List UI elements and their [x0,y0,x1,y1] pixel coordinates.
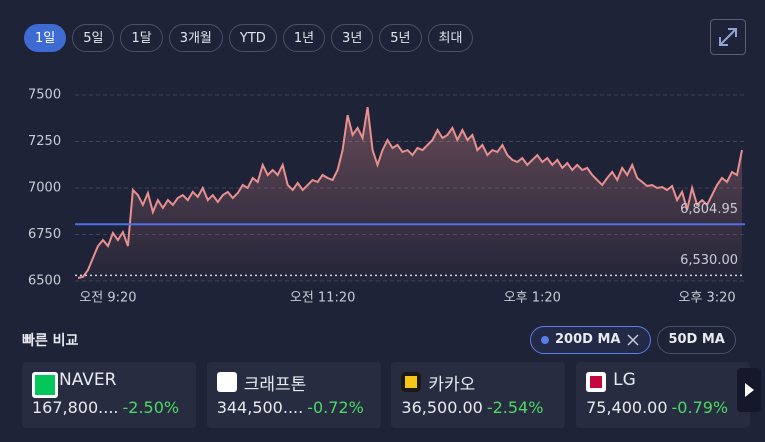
card-change: -2.50% [122,398,180,417]
card-line: 75,400.00 -0.79% [586,398,728,417]
toggle-dot [541,336,549,344]
card-line: 36,500.00 -2.54% [401,398,543,417]
range-button[interactable]: 1달 [120,24,163,52]
range-button[interactable]: 최대 [427,24,474,52]
y-tick-label: 7250 [28,134,61,149]
chart: 6500 6750 7000 7250 7500 오전 9:20 오전 11:20 오후 1:… [28,88,745,306]
toggle-label: 200D MA [555,332,621,347]
price-line [77,106,743,279]
range-button[interactable]: 5년 [379,24,422,52]
next-icon [745,383,754,397]
card-price: 36,500.00 [401,398,483,417]
y-tick-label: 6500 [28,274,61,289]
reference-label: 6,804.95 [680,202,738,217]
compare-card[interactable]: NAVER 167,800.... -2.50% [22,362,196,428]
reference-label: 6,530.00 [680,253,738,268]
card-name: NAVER [59,370,117,390]
range-button[interactable]: 1년 [282,24,326,52]
x-tick-label: 오전 11:20 [290,291,356,306]
card-price: 167,800.... [32,398,119,417]
remove-icon[interactable] [626,333,640,347]
card-logo [216,372,237,392]
y-tick-label: 6750 [28,227,61,242]
range-button[interactable]: 3년 [331,24,374,52]
x-tick-label: 오후 3:20 [678,291,735,306]
area [78,107,742,281]
next-button[interactable] [737,368,761,412]
expand-icon [719,28,737,46]
compare-card[interactable]: 크래프톤 344,500.... -0.72% [206,362,381,428]
card-change: -2.54% [486,398,544,417]
compare-card[interactable]: 카카오 36,500.00 -2.54% [391,362,566,428]
y-tick-label: 7000 [28,181,61,196]
range-button[interactable]: 1일 [24,24,67,52]
range-button[interactable]: YTD [228,24,277,52]
card-price: 75,400.00 [586,398,668,417]
range-button[interactable]: 5일 [72,24,115,52]
card-name: LG [613,370,636,390]
card-logo [32,372,58,398]
x-tick-label: 오후 1:20 [504,291,561,306]
expand-button[interactable] [710,19,746,55]
card-logo [586,372,607,392]
card-name: 크래프톤 [243,375,307,395]
compare-card[interactable]: LG 75,400.00 -0.79% [576,362,751,428]
quick-compare-title: 빠른 비교 [22,333,79,349]
y-tick-label: 7500 [28,88,61,103]
card-name: 카카오 [428,375,476,395]
card-line: 167,800.... -2.50% [32,398,179,417]
card-change: -0.79% [671,398,729,417]
x-tick-label: 오전 9:20 [79,291,136,306]
range-button[interactable]: 3개월 [168,24,223,52]
card-price: 344,500.... [216,398,304,417]
ma-toggles: 200D MA 50D MA [530,326,736,354]
ma-toggle[interactable]: 200D MA [530,326,652,354]
card-logo [401,372,422,392]
card-change: -0.72% [307,398,364,417]
toggle-label: 50D MA [668,332,725,347]
ma-toggle[interactable]: 50D MA [657,326,736,354]
card-line: 344,500.... -0.72% [217,398,364,417]
range-buttons: 1일 5일 1달 3개월 YTD 1년 3년 5년 최대 [24,24,474,52]
